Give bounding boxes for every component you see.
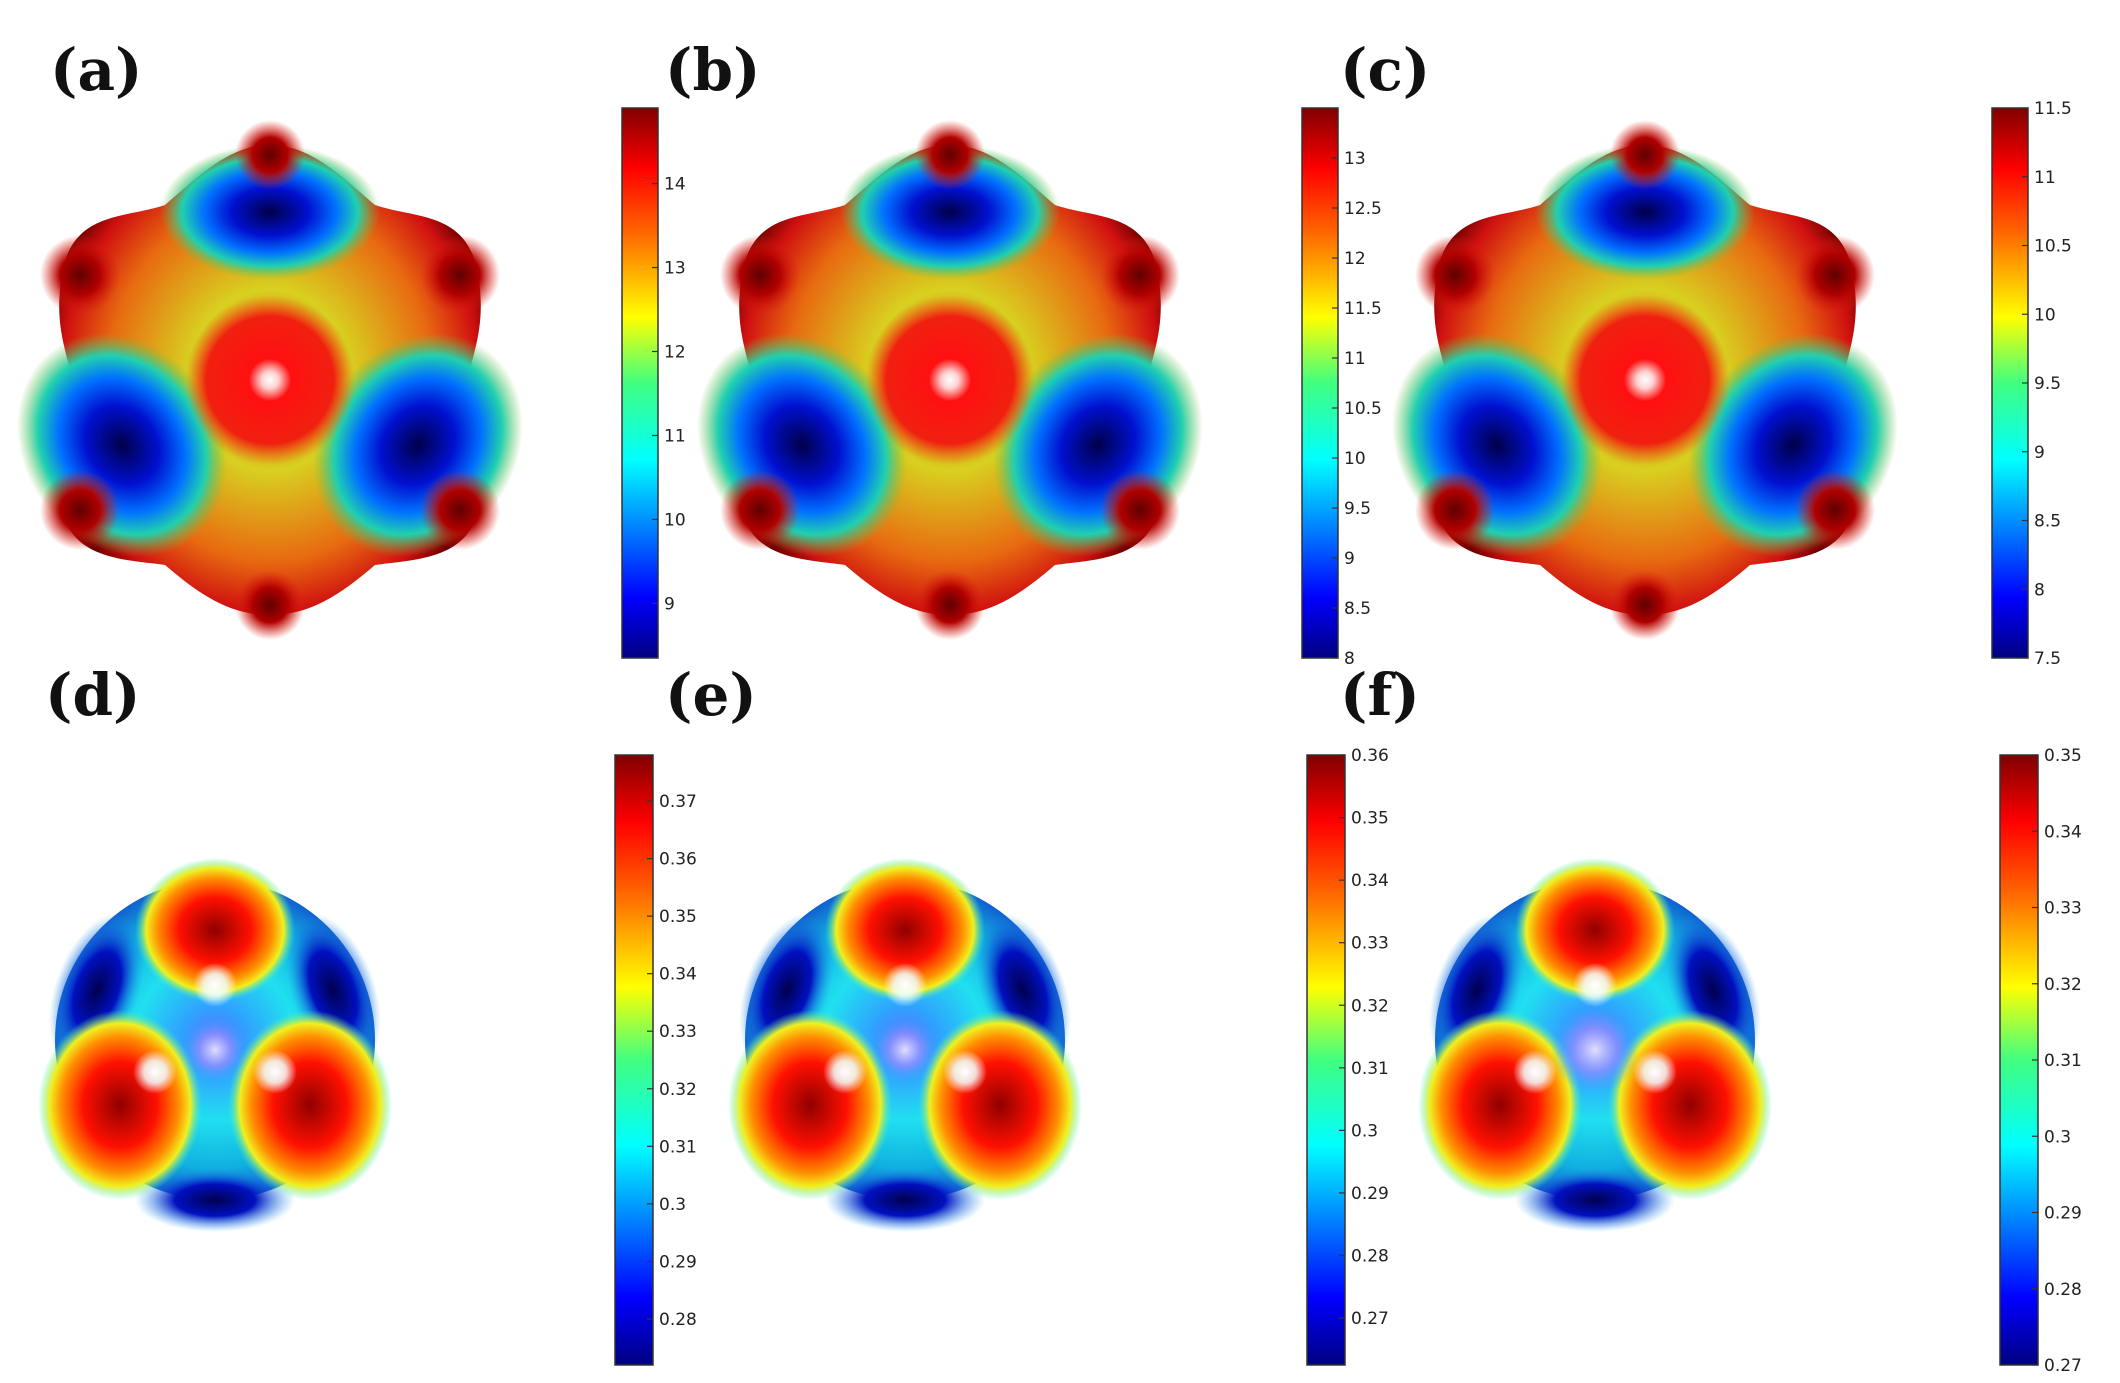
colorbar-tick-label: 13 <box>664 259 686 279</box>
surface-c <box>1391 120 1899 640</box>
colorbar-tick-label: 0.33 <box>2044 899 2082 919</box>
colorbar-tick-label: 0.3 <box>2044 1127 2071 1147</box>
colorbar-tick-label: 0.31 <box>1351 1059 1389 1079</box>
colorbar-tick-label: 10 <box>1344 449 1366 469</box>
colorbar-tick-label: 0.34 <box>659 965 697 985</box>
surface-b <box>696 120 1204 640</box>
colorbar-tick-label: 9.5 <box>1344 499 1371 519</box>
colorbar-tick-label: 0.28 <box>659 1310 697 1330</box>
colorbar-tick-label: 0.35 <box>1351 809 1389 829</box>
colorbar-tick-label: 9 <box>2034 443 2045 463</box>
colorbar-tick-label: 9 <box>664 594 675 614</box>
colorbar-tick-label: 0.28 <box>1351 1247 1389 1267</box>
colorbar-tick-label: 11 <box>664 426 686 446</box>
colorbar-tick-label: 0.31 <box>659 1137 697 1157</box>
colorbar-tick-label: 0.34 <box>2044 822 2082 842</box>
colorbar-tick-label: 0.27 <box>2044 1356 2082 1376</box>
colorbar-tick-label: 0.33 <box>1351 934 1389 954</box>
colorbar-tick-label: 0.35 <box>659 907 697 927</box>
colorbar-tick-label: 0.31 <box>2044 1051 2082 1071</box>
colorbar-d: 0.28 0.29 0.3 0.31 0.32 0.33 0.34 0.35 0.36 0.37 <box>614 754 697 1366</box>
colorbar-tick-label: 0.3 <box>1351 1121 1378 1141</box>
colorbar-tick-label: 14 <box>664 175 686 195</box>
surface-a <box>16 120 524 640</box>
colorbar-tick-label: 11 <box>2034 168 2056 188</box>
colorbar-c: 7.5 8 8.5 9 9.5 10 10.5 11 11.5 <box>1991 99 2072 669</box>
colorbar-b: 8 8.5 9 9.5 10 10.5 11 11.5 12 12.5 13 <box>1301 107 1382 669</box>
colorbar-tick-label: 9 <box>1344 549 1355 569</box>
panel-label-f: (f) <box>1340 661 1420 729</box>
colorbar-tick-label: 7.5 <box>2034 649 2061 669</box>
surface-d <box>38 858 392 1232</box>
colorbar-tick-label: 11.5 <box>2034 99 2072 119</box>
colorbar-tick-label: 0.32 <box>2044 975 2082 995</box>
colorbar-tick-label: 0.29 <box>1351 1184 1389 1204</box>
colorbar-a: 9 10 11 12 13 14 <box>621 107 686 659</box>
panel-label-b: (b) <box>665 36 760 104</box>
colorbar-tick-label: 8 <box>2034 580 2045 600</box>
colorbar-f: 0.27 0.28 0.29 0.3 0.31 0.32 0.33 0.34 0.35 <box>1999 746 2082 1376</box>
colorbar-tick-label: 11 <box>1344 349 1366 369</box>
colorbar-tick-label: 0.29 <box>2044 1204 2082 1224</box>
colorbar-tick-label: 13 <box>1344 149 1366 169</box>
colorbar-tick-label: 0.33 <box>659 1022 697 1042</box>
colorbar-tick-label: 0.36 <box>659 850 697 870</box>
panel-label-c: (c) <box>1340 36 1430 104</box>
colorbar-tick-label: 12.5 <box>1344 199 1382 219</box>
colorbar-tick-label: 10.5 <box>1344 399 1382 419</box>
colorbar-tick-label: 8 <box>1344 649 1355 669</box>
colorbar-tick-label: 0.3 <box>659 1195 686 1215</box>
colorbar-tick-label: 0.27 <box>1351 1309 1389 1329</box>
colorbar-tick-label: 8.5 <box>2034 512 2061 532</box>
colorbar-tick-label: 12 <box>1344 249 1366 269</box>
colorbar-tick-label: 0.37 <box>659 792 697 812</box>
panel-label-e: (e) <box>665 661 757 729</box>
surface-f <box>1418 858 1772 1232</box>
colorbar-tick-label: 0.35 <box>2044 746 2082 766</box>
colorbar-tick-label: 10 <box>664 510 686 530</box>
colorbar-tick-label: 0.28 <box>2044 1280 2082 1300</box>
colorbar-e: 0.27 0.28 0.29 0.3 0.31 0.32 0.33 0.34 0.35 0.36 <box>1306 746 1389 1366</box>
panel-label-a: (a) <box>50 36 142 104</box>
colorbar-tick-label: 11.5 <box>1344 299 1382 319</box>
colorbar-tick-label: 9.5 <box>2034 374 2061 394</box>
colorbar-tick-label: 12 <box>664 343 686 363</box>
colorbar-tick-label: 0.34 <box>1351 871 1389 891</box>
colorbar-tick-label: 0.32 <box>1351 996 1389 1016</box>
colorbar-tick-label: 0.36 <box>1351 746 1389 766</box>
panel-label-d: (d) <box>45 661 140 729</box>
colorbar-tick-label: 0.29 <box>659 1252 697 1272</box>
colorbar-tick-label: 0.32 <box>659 1080 697 1100</box>
surface-e <box>728 858 1082 1232</box>
colorbar-tick-label: 10.5 <box>2034 237 2072 257</box>
colorbar-tick-label: 10 <box>2034 305 2056 325</box>
colorbar-tick-label: 8.5 <box>1344 599 1371 619</box>
